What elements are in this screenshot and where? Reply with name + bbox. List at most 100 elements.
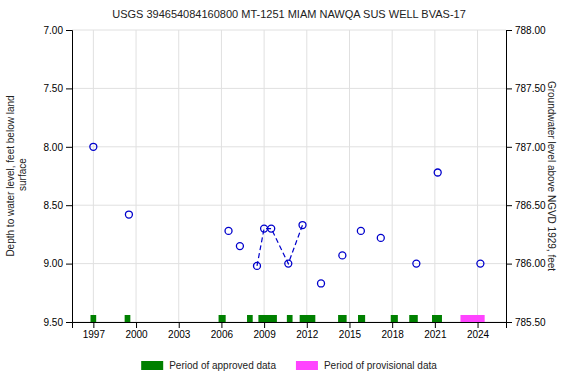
tick-mark: [506, 264, 512, 265]
tick: 1997: [83, 322, 106, 340]
point: [434, 169, 441, 176]
point: [339, 252, 346, 259]
period-bar: [90, 315, 96, 322]
y-axis: 7.00 7.50 8.00 8.50 9.00 9.50: [44, 25, 73, 328]
tick: 9.50: [44, 317, 72, 328]
point: [318, 280, 325, 287]
tick: 2021: [424, 322, 447, 340]
period-bar: [125, 315, 131, 322]
tick: 787.50: [506, 83, 546, 94]
tick-mark: [66, 30, 72, 31]
series: [257, 225, 303, 266]
grid: [72, 30, 506, 322]
tick: 788.00: [506, 25, 546, 36]
point: [377, 234, 384, 241]
period-bar: [338, 315, 347, 322]
tick: 2003: [168, 322, 191, 340]
y2-axis-label: Groundwater level above NGVD 1929, feet: [546, 81, 557, 271]
tick-label: 2021: [424, 329, 447, 340]
tick-mark: [307, 322, 308, 328]
tick-mark: [392, 322, 393, 328]
tick: 786.00: [506, 258, 546, 269]
chart: 1997 2000 2003 2006 2009 2012 2015 2018 2021 2024…: [0, 0, 576, 384]
grid-line-x: [434, 30, 435, 322]
period-bar: [287, 315, 293, 322]
period-bar: [432, 315, 442, 322]
tick-label: 2024: [467, 329, 490, 340]
axis-line: [66, 31, 73, 323]
point: [236, 243, 243, 250]
marks: [90, 143, 485, 322]
period-bar: [391, 315, 398, 322]
tick-mark: [66, 322, 72, 323]
point: [268, 225, 275, 232]
point: [413, 260, 420, 267]
tick: 2009: [253, 322, 276, 340]
grid-line-x: [178, 30, 179, 322]
legend: Period of approved dataPeriod of provisi…: [141, 360, 437, 371]
tick-label: 786.00: [515, 258, 546, 269]
tick: 7.50: [44, 83, 72, 94]
tick: 2006: [211, 322, 234, 340]
grid-line-y: [72, 30, 506, 31]
tick-label: 9.50: [44, 317, 64, 328]
period-bar: [358, 315, 365, 322]
grid-line-x: [306, 30, 307, 322]
point: [299, 222, 306, 229]
period-bar: [409, 315, 418, 322]
series: [90, 315, 441, 322]
grid-line-y: [72, 88, 506, 89]
grid-line-y: [72, 146, 506, 147]
period-bar: [219, 315, 226, 322]
grid-line-x: [93, 30, 94, 322]
axis-line: [507, 31, 513, 323]
axis-line: [73, 323, 507, 329]
tick: 2012: [296, 322, 319, 340]
tick-mark: [506, 88, 512, 89]
point: [90, 143, 97, 150]
x-axis: 1997 2000 2003 2006 2009 2012 2015 2018 2021 2024: [73, 322, 507, 340]
tick: 2015: [339, 322, 362, 340]
tick-label: 2003: [168, 329, 191, 340]
tick-mark: [66, 264, 72, 265]
grid-line-x: [349, 30, 350, 322]
period-bar: [258, 315, 276, 322]
tick-mark: [506, 205, 512, 206]
tick-label: 7.00: [44, 25, 64, 36]
legend-swatch: [296, 361, 318, 370]
tick-mark: [506, 322, 512, 323]
tick-label: 2006: [211, 329, 234, 340]
tick-mark: [179, 322, 180, 328]
tick-mark: [66, 205, 72, 206]
tick: 8.50: [44, 200, 72, 211]
tick: 2018: [382, 322, 405, 340]
series: [460, 315, 484, 322]
point: [477, 260, 484, 267]
tick: 9.00: [44, 258, 72, 269]
tick-label: 2000: [125, 329, 148, 340]
tick-label: 2018: [382, 329, 405, 340]
tick: 785.50: [506, 317, 546, 328]
tick-mark: [93, 322, 94, 328]
point: [261, 225, 268, 232]
tick-label: 8.00: [44, 142, 64, 153]
tick-mark: [66, 88, 72, 89]
legend-item: Period of approved data: [141, 360, 276, 371]
tick-label: 2012: [296, 329, 319, 340]
tick-label: 785.50: [515, 317, 546, 328]
tick-label: 787.00: [515, 142, 546, 153]
period-bar: [247, 315, 253, 322]
grid-line-x: [136, 30, 137, 322]
line: [257, 225, 303, 266]
tick-label: 8.50: [44, 200, 64, 211]
grid-line-x: [477, 30, 478, 322]
legend-label: Period of approved data: [169, 360, 276, 371]
point: [253, 262, 260, 269]
tick-mark: [478, 322, 479, 328]
grid-line-x: [221, 30, 222, 322]
tick-label: 786.50: [515, 200, 546, 211]
point: [125, 211, 132, 218]
y-axis-label: Depth to water level, feet below land su…: [5, 95, 28, 256]
point: [357, 227, 364, 234]
period-bar: [460, 315, 484, 322]
